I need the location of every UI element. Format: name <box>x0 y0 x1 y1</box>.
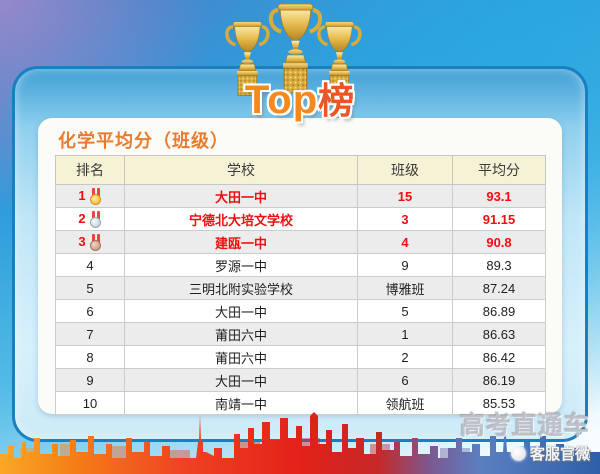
rank-cell: 5 <box>55 276 125 300</box>
avg-cell: 86.89 <box>452 299 546 323</box>
col-header-rank: 排名 <box>55 155 125 185</box>
bronze-medal-icon <box>89 233 102 251</box>
silver-medal-icon <box>89 210 102 228</box>
school-cell: 南靖一中 <box>124 391 358 415</box>
table-header-row: 排名 学校 班级 平均分 <box>55 155 546 185</box>
rank-value: 5 <box>86 280 94 296</box>
avg-cell: 86.42 <box>452 345 546 369</box>
school-cell: 建瓯一中 <box>124 230 358 254</box>
class-cell: 15 <box>357 184 453 208</box>
rank-cell: 4 <box>55 253 125 277</box>
table-row: 8 莆田六中 2 86.42 <box>55 345 546 369</box>
avg-cell: 90.8 <box>452 230 546 254</box>
class-cell: 5 <box>357 299 453 323</box>
starburst-logo-icon <box>510 446 526 461</box>
page-title-cn: 榜 <box>318 80 356 121</box>
score-table-body: 1 大田一中 15 93.1 2 宁德北大培文学校 3 91.15 3 建瓯一中 4 90.8 4 罗源一… <box>55 184 546 415</box>
class-cell: 4 <box>357 230 453 254</box>
class-cell: 2 <box>357 345 453 369</box>
table-row: 7 莆田六中 1 86.63 <box>55 322 546 346</box>
class-cell: 9 <box>357 253 453 277</box>
rank-cell: 10 <box>55 391 125 415</box>
rank-value: 6 <box>86 303 94 319</box>
rank-cell: 2 <box>55 207 125 231</box>
rank-value: 4 <box>86 257 94 273</box>
school-cell: 莆田六中 <box>124 345 358 369</box>
table-row: 1 大田一中 15 93.1 <box>55 184 546 208</box>
class-cell: 1 <box>357 322 453 346</box>
school-cell: 宁德北大培文学校 <box>124 207 358 231</box>
school-cell: 大田一中 <box>124 184 358 208</box>
col-header-school: 学校 <box>124 155 358 185</box>
avg-cell: 87.24 <box>452 276 546 300</box>
table-row: 6 大田一中 5 86.89 <box>55 299 546 323</box>
rank-cell: 7 <box>55 322 125 346</box>
col-header-class: 班级 <box>357 155 453 185</box>
class-cell: 6 <box>357 368 453 392</box>
watermark-sub: 客服官微 <box>529 446 590 463</box>
table-row: 5 三明北附实验学校 博雅班 87.24 <box>55 276 546 300</box>
rank-value: 7 <box>86 326 94 342</box>
avg-cell: 85.53 <box>452 391 546 415</box>
score-card: 化学平均分（班级） 排名 学校 班级 平均分 1 大田一中 15 93.1 2 宁德北大培… <box>38 118 562 415</box>
rank-cell: 1 <box>55 184 125 208</box>
school-cell: 三明北附实验学校 <box>124 276 358 300</box>
school-cell: 莆田六中 <box>124 322 358 346</box>
school-cell: 大田一中 <box>124 368 358 392</box>
table-row: 9 大田一中 6 86.19 <box>55 368 546 392</box>
avg-cell: 89.3 <box>452 253 546 277</box>
school-cell: 大田一中 <box>124 299 358 323</box>
rank-value: 3 <box>78 233 86 249</box>
city-skyline <box>0 412 600 474</box>
rank-cell: 6 <box>55 299 125 323</box>
col-header-avg: 平均分 <box>452 155 546 185</box>
rank-cell: 9 <box>55 368 125 392</box>
table-row: 4 罗源一中 9 89.3 <box>55 253 546 277</box>
class-cell: 领航班 <box>357 391 453 415</box>
avg-cell: 91.15 <box>452 207 546 231</box>
score-table: 排名 学校 班级 平均分 1 大田一中 15 93.1 2 宁德北大培文学校 3 91.15 3… <box>55 155 546 415</box>
avg-cell: 86.19 <box>452 368 546 392</box>
gold-medal-icon <box>89 187 102 205</box>
class-cell: 3 <box>357 207 453 231</box>
rank-cell: 8 <box>55 345 125 369</box>
rank-value: 9 <box>86 372 94 388</box>
rank-value: 10 <box>82 395 98 411</box>
watermark-brand: 高考直通车 <box>459 412 590 440</box>
watermark: 高考直通车 客服官微 <box>460 406 590 464</box>
rank-value: 2 <box>78 210 86 226</box>
class-cell: 博雅班 <box>357 276 453 300</box>
school-cell: 罗源一中 <box>124 253 358 277</box>
rank-value: 1 <box>78 187 86 203</box>
avg-cell: 93.1 <box>452 184 546 208</box>
table-row: 3 建瓯一中 4 90.8 <box>55 230 546 254</box>
table-row: 10 南靖一中 领航班 85.53 <box>55 391 546 415</box>
score-card-title: 化学平均分（班级） <box>58 131 229 151</box>
page-title: Top榜 <box>0 72 600 124</box>
avg-cell: 86.63 <box>452 322 546 346</box>
table-row: 2 宁德北大培文学校 3 91.15 <box>55 207 546 231</box>
rank-value: 8 <box>86 349 94 365</box>
page-title-en: Top <box>244 78 319 122</box>
rank-cell: 3 <box>55 230 125 254</box>
